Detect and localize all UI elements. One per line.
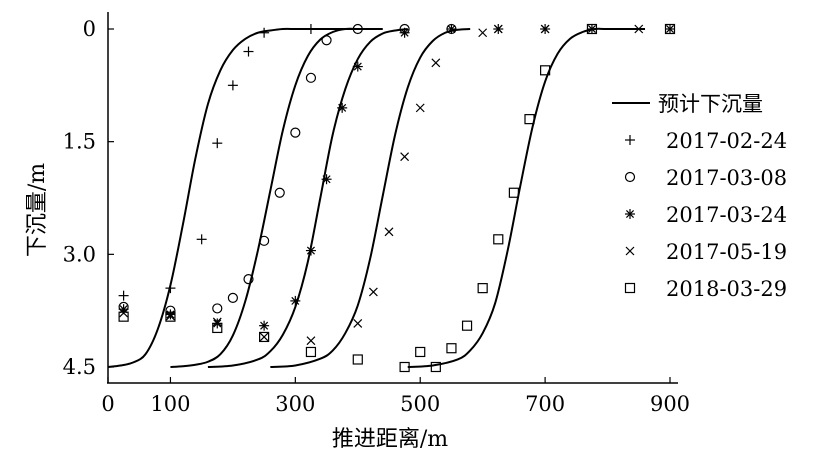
legend-marker-circle <box>624 171 636 183</box>
x-tick-label: 900 <box>650 392 690 416</box>
data-point-cross <box>415 103 425 113</box>
data-point-asterisk <box>446 24 457 34</box>
data-point-circle <box>212 303 223 314</box>
data-point-square <box>165 311 176 322</box>
data-point-cross <box>634 24 644 34</box>
data-point-cross <box>259 332 269 342</box>
data-point-asterisk <box>586 24 597 34</box>
data-point-cross <box>368 287 378 297</box>
data-point-asterisk <box>337 102 348 113</box>
data-point-circle <box>352 23 363 35</box>
data-point-asterisk <box>259 320 270 331</box>
predicted-curves <box>107 27 646 368</box>
data-point-circle <box>227 292 238 303</box>
data-point-asterisk <box>352 61 363 72</box>
legend-label-predicted: 预计下沉量 <box>658 92 763 116</box>
data-point-asterisk <box>321 174 332 185</box>
x-tick-label: 700 <box>525 392 565 416</box>
data-point-circle <box>243 274 254 285</box>
data-point-plus <box>165 283 176 294</box>
data-point-square <box>430 361 441 373</box>
data-point-cross <box>400 152 410 162</box>
data-point-square <box>352 354 363 365</box>
data-point-square <box>415 346 426 358</box>
data-point-cross <box>119 308 129 318</box>
data-point-square <box>477 283 488 294</box>
data-point-plus <box>196 234 207 245</box>
data-point-square <box>259 331 270 343</box>
x-tick-label: 300 <box>275 392 315 416</box>
data-point-cross <box>384 227 394 237</box>
data-point-asterisk <box>165 309 176 320</box>
data-point-asterisk <box>665 24 675 34</box>
data-point-cross <box>353 319 363 328</box>
predicted-curve-2 <box>170 27 383 368</box>
legend-marker-square <box>624 282 636 294</box>
data-point-square <box>461 320 473 331</box>
data-point-cross <box>212 317 222 327</box>
y-tick-label: 1.5 <box>63 130 96 154</box>
data-point-square <box>493 234 504 245</box>
data-point-circle <box>305 72 317 83</box>
data-point-circle <box>321 35 332 46</box>
data-point-square <box>305 346 317 358</box>
data-point-square <box>540 65 551 76</box>
data-point-square <box>399 361 410 373</box>
legend-label: 2017-03-08 <box>666 166 787 190</box>
y-tick-label: 4.5 <box>63 355 96 379</box>
predicted-curve-1 <box>107 27 358 368</box>
data-point-cross <box>478 28 488 38</box>
data-point-plus <box>243 46 254 57</box>
legend-label: 2017-03-24 <box>666 203 787 227</box>
legend-label: 2017-05-19 <box>666 240 787 264</box>
data-point-square <box>446 343 457 354</box>
legend-label: 2017-02-24 <box>666 129 787 153</box>
data-point-square <box>664 23 676 35</box>
data-point-circle <box>259 235 270 246</box>
y-tick-label: 3.0 <box>63 242 96 266</box>
x-axis-label: 推进距离/m <box>332 427 448 452</box>
predicted-curve-5 <box>407 27 646 368</box>
legend-marker-cross <box>625 246 635 256</box>
x-tick-label: 100 <box>150 392 190 416</box>
data-point-circle <box>274 187 285 198</box>
data-point-square <box>118 311 129 322</box>
legend: 预计下沉量 2017-02-24 2017-03-08 2017-03-24 2017-… <box>612 92 787 301</box>
data-point-plus <box>259 27 270 38</box>
tick-labels: 0 100 300 500 700 900 0 1.5 3.0 4.5 <box>63 17 690 416</box>
predicted-curve-4 <box>270 28 471 368</box>
data-point-cross <box>431 58 441 68</box>
x-tick-label: 500 <box>400 392 440 416</box>
data-point-circle <box>290 127 301 138</box>
predicted-curve-3 <box>207 28 408 368</box>
data-point-cross <box>306 336 316 346</box>
data-point-plus <box>212 138 223 149</box>
x-tick-label: 0 <box>101 392 114 416</box>
y-tick-label: 0 <box>83 17 96 41</box>
observed-markers <box>118 23 676 373</box>
data-point-plus <box>227 80 238 91</box>
legend-marker-plus <box>625 135 635 145</box>
y-axis-label: 下沉量/m <box>25 163 50 257</box>
data-point-cross <box>493 24 503 34</box>
data-point-plus <box>118 290 129 301</box>
legend-label: 2018-03-29 <box>666 277 787 301</box>
data-point-asterisk <box>290 295 301 306</box>
data-point-cross <box>540 24 550 34</box>
data-point-square <box>524 114 535 125</box>
data-point-asterisk <box>305 245 316 256</box>
data-point-asterisk <box>399 27 410 38</box>
data-point-square <box>586 23 598 35</box>
data-point-square <box>508 187 519 198</box>
axes <box>107 12 678 384</box>
data-point-square <box>212 322 223 334</box>
data-point-cross <box>166 311 175 321</box>
data-point-plus <box>305 24 316 34</box>
legend-marker-asterisk <box>625 209 635 219</box>
